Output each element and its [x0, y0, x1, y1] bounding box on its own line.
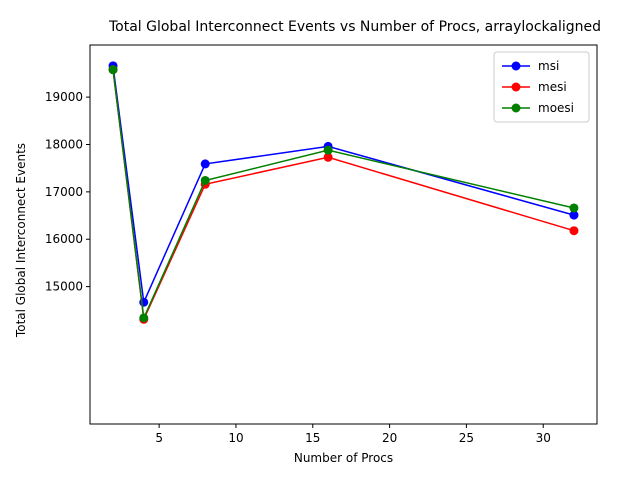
- plot-area: 5 10 15 20 25 30 15000 16000 17000 18000 19000 msi m…: [45, 44, 598, 445]
- x-tick-label: 10: [228, 431, 243, 445]
- data-point-msi: [569, 210, 579, 220]
- y-tick-label: 19000: [45, 90, 83, 104]
- chart-title: Total Global Interconnect Events vs Numb…: [108, 19, 601, 35]
- y-axis-label: Total Global Interconnect Events: [14, 143, 28, 338]
- data-point-moesi: [323, 145, 333, 155]
- legend-label-mesi: mesi: [538, 80, 567, 94]
- y-tick-label: 16000: [45, 232, 83, 246]
- data-point-msi: [200, 159, 210, 169]
- data-point-mesi: [569, 226, 579, 236]
- data-point-moesi: [200, 175, 210, 185]
- x-tick-label: 25: [459, 431, 474, 445]
- legend-label-msi: msi: [538, 59, 559, 73]
- y-tick-label: 18000: [45, 137, 83, 151]
- legend-label-moesi: moesi: [538, 101, 574, 115]
- data-point-moesi: [569, 203, 579, 213]
- y-tick-label: 17000: [45, 185, 83, 199]
- x-tick-label: 20: [382, 431, 397, 445]
- data-point-mesi: [323, 152, 333, 162]
- axes-frame: [89, 44, 598, 425]
- x-tick-label: 15: [305, 431, 320, 445]
- data-point-moesi: [139, 313, 149, 323]
- x-axis-label: Number of Procs: [294, 451, 393, 465]
- legend-marker-mesi: [511, 82, 521, 92]
- legend-marker-msi: [511, 61, 521, 71]
- y-tick-label: 15000: [45, 280, 83, 294]
- x-tick-label: 30: [536, 431, 551, 445]
- data-point-moesi: [108, 65, 118, 75]
- x-tick-label: 5: [155, 431, 163, 445]
- legend-marker-moesi: [511, 103, 521, 113]
